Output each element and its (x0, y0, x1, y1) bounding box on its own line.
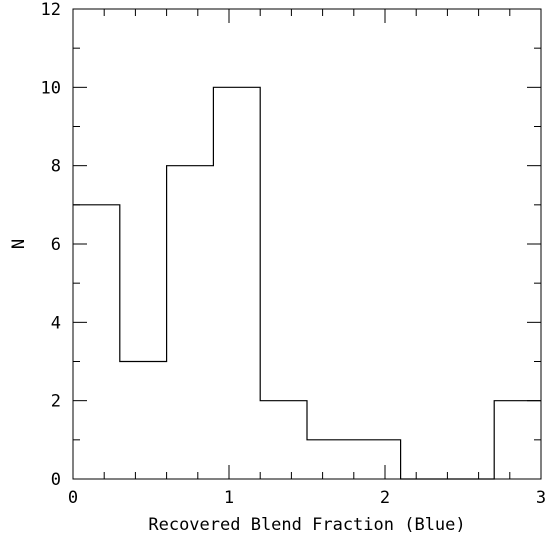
x-axis-label: Recovered Blend Fraction (Blue) (148, 515, 465, 535)
y-tick-label: 12 (41, 0, 61, 20)
y-axis-label: N (9, 239, 29, 249)
x-tick-label: 1 (224, 488, 234, 508)
y-tick-label: 4 (51, 313, 61, 333)
x-tick-label: 3 (536, 488, 546, 508)
y-tick-label: 6 (51, 235, 61, 255)
y-tick-label: 0 (51, 470, 61, 490)
y-tick-label: 10 (41, 78, 61, 98)
y-tick-label: 2 (51, 392, 61, 412)
histogram-step-line (73, 86, 541, 480)
x-tick-label: 2 (380, 488, 390, 508)
x-tick-label: 0 (68, 488, 78, 508)
y-tick-label: 8 (51, 157, 61, 177)
